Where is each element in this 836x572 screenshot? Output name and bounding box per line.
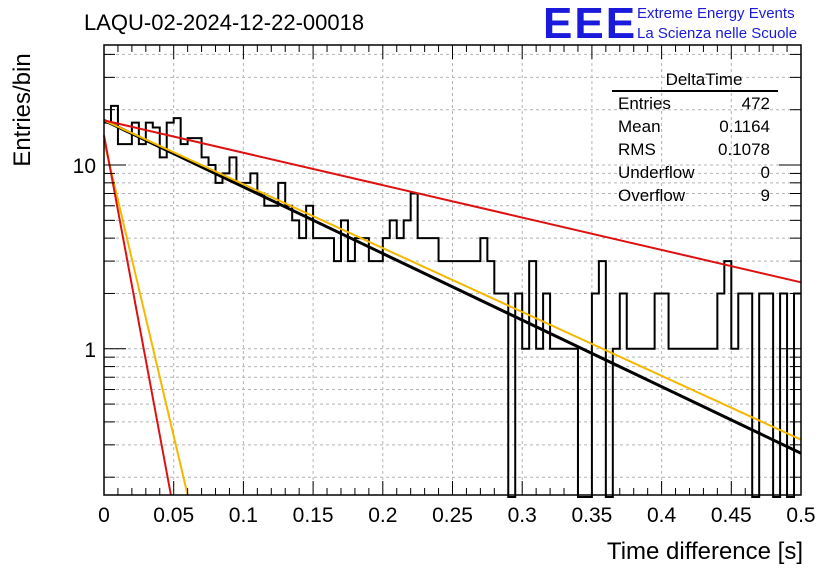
x-tick-label: 0.2 xyxy=(368,504,397,527)
stats-value: 0.1164 xyxy=(719,117,770,136)
x-tick-label: 0.45 xyxy=(711,504,752,527)
logo-mark: EEE xyxy=(543,0,638,48)
x-tick-label: 0.3 xyxy=(508,504,537,527)
fit-curves xyxy=(103,119,802,496)
x-tick-label: 0.25 xyxy=(432,504,473,527)
x-tick-label: 0.1 xyxy=(229,504,258,527)
stats-title: DeltaTime xyxy=(612,70,778,92)
stats-row: Overflow 9 xyxy=(612,184,778,207)
stats-label: RMS xyxy=(618,140,656,159)
fit-line-orange xyxy=(103,119,802,441)
logo-line-1: Extreme Energy Events xyxy=(637,5,795,22)
stats-box: DeltaTime Entries 472 Mean 0.1164 RMS 0.1078 U… xyxy=(612,70,778,207)
stats-value: 0 xyxy=(760,163,770,182)
x-tick-label: 0.4 xyxy=(647,504,677,527)
histogram-outline xyxy=(104,104,801,498)
x-tick-label: 0.05 xyxy=(153,504,194,527)
x-tick-label: 0.5 xyxy=(786,504,815,527)
stats-label: Underflow xyxy=(618,163,695,182)
x-tick-label: 0.35 xyxy=(571,504,612,527)
stats-row: Underflow 0 xyxy=(612,161,778,184)
y-axis-label: Entries/bin xyxy=(9,53,36,166)
stats-value: 9 xyxy=(760,186,770,205)
chart-title: LAQU-02-2024-12-22-00018 xyxy=(84,10,365,35)
fit-line-red xyxy=(103,119,802,284)
stats-value: 472 xyxy=(741,94,770,113)
axes: 0 0.05 0.1 0.15 0.2 0.25 0.3 0.35 0.4 0.45 0.5 1 10 xyxy=(73,44,816,527)
stats-label: Mean xyxy=(618,117,661,136)
stats-row: Entries 472 xyxy=(612,92,778,115)
x-tick-label: 0 xyxy=(98,504,110,527)
x-axis-label: Time difference [s] xyxy=(607,538,803,565)
fit-line-orange xyxy=(103,140,189,496)
fit-line-black xyxy=(103,119,802,455)
stats-row: Mean 0.1164 xyxy=(612,115,778,138)
y-tick-label: 1 xyxy=(84,339,96,362)
stats-label: Overflow xyxy=(618,186,686,205)
histogram xyxy=(104,104,801,498)
stats-value: 0.1078 xyxy=(718,140,770,159)
y-tick-label: 10 xyxy=(73,155,96,178)
stats-row: RMS 0.1078 xyxy=(612,138,778,161)
x-tick-label: 0.15 xyxy=(293,504,334,527)
logo-line-2: La Scienza nelle Scuole xyxy=(637,25,798,42)
fit-line-red xyxy=(103,135,172,496)
stats-label: Entries xyxy=(618,94,671,113)
